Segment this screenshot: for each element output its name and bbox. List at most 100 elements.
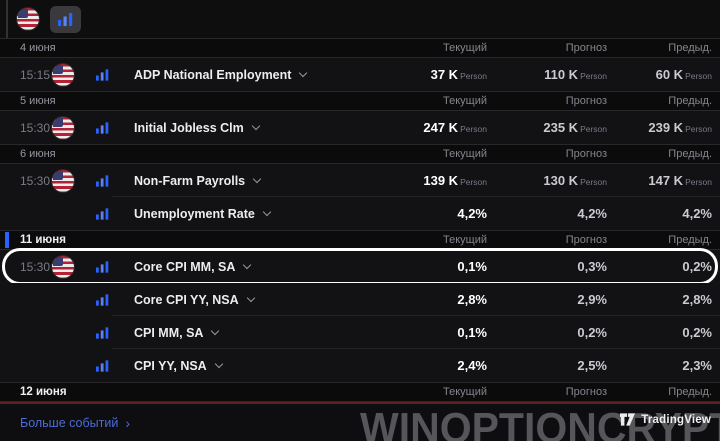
date-label: 11 июня: [20, 234, 66, 246]
value-forecast: 2,5%: [577, 358, 607, 373]
value-forecast: 0,2%: [577, 325, 607, 340]
column-current: Текущий: [443, 148, 487, 160]
column-current: Текущий: [443, 386, 487, 398]
date-header: 5 июня Текущий Прогноз Предыд.: [0, 91, 720, 111]
selected-date-accent: [5, 232, 9, 248]
us-flag-icon: [52, 116, 74, 139]
toolbar: [0, 0, 720, 38]
event-name: Non-Farm Payrolls: [134, 173, 246, 188]
value-current: 4,2%: [457, 206, 487, 221]
column-previous: Предыд.: [668, 386, 712, 398]
event-name: CPI MM, SA: [134, 325, 204, 340]
event-row-cpi-yy[interactable]: CPI YY, NSA 2,4% 2,5% 2,3%: [0, 348, 720, 382]
bar-chart-icon: [95, 359, 108, 372]
date-header: 6 июня Текущий Прогноз Предыд.: [0, 144, 720, 164]
event-row-unemployment[interactable]: Unemployment Rate 4,2% 4,2% 4,2%: [0, 196, 720, 230]
value-forecast: 2,9%: [577, 292, 607, 307]
column-current: Текущий: [443, 95, 487, 107]
column-current: Текущий: [443, 234, 487, 246]
column-previous: Предыд.: [668, 234, 712, 246]
value-forecast: 0,3%: [577, 259, 607, 274]
chart-mode-button[interactable]: [50, 5, 81, 33]
chevron-down-icon[interactable]: [246, 293, 255, 303]
bar-chart-icon: [95, 260, 108, 273]
value-previous: 147 K Person: [648, 173, 712, 188]
value-current: 2,8%: [457, 292, 487, 307]
event-name: Unemployment Rate: [134, 206, 255, 221]
column-current: Текущий: [443, 42, 487, 54]
chevron-down-icon[interactable]: [299, 68, 308, 78]
value-previous: 0,2%: [682, 325, 712, 340]
column-forecast: Прогноз: [565, 95, 607, 107]
chevron-down-icon[interactable]: [243, 260, 252, 270]
value-previous: 60 K Person: [655, 67, 712, 82]
value-forecast: 235 K Person: [543, 120, 607, 135]
value-previous: 2,3%: [682, 358, 712, 373]
value-current: 247 K Person: [423, 120, 487, 135]
red-divider: [0, 402, 720, 404]
event-time: 15:30: [20, 259, 51, 274]
value-previous: 4,2%: [682, 206, 712, 221]
value-previous: 2,8%: [682, 292, 712, 307]
date-label: 6 июня: [20, 148, 56, 160]
date-header: 4 июня Текущий Прогноз Предыд.: [0, 38, 720, 58]
event-time: 15:30: [20, 173, 51, 188]
value-forecast: 130 K Person: [543, 173, 607, 188]
column-forecast: Прогноз: [565, 386, 607, 398]
column-forecast: Прогноз: [565, 42, 607, 54]
chevron-down-icon[interactable]: [251, 121, 261, 131]
column-previous: Предыд.: [668, 148, 712, 160]
event-row-adp[interactable]: 15:15 ADP National Employment 37 K Person…: [0, 58, 720, 91]
bar-chart-icon: [95, 68, 108, 81]
value-current: 0,1%: [457, 259, 487, 274]
value-forecast: 4,2%: [577, 206, 607, 221]
chevron-right-icon: ›: [125, 414, 130, 431]
event-row-core-cpi-mm[interactable]: 15:30 Core CPI MM, SA 0,1% 0,3% 0,2%: [0, 248, 720, 285]
column-previous: Предыд.: [668, 42, 712, 54]
bar-chart-icon: [95, 121, 108, 134]
date-header-selected: 11 июня Текущий Прогноз Предыд.: [0, 230, 720, 250]
value-current: 37 K Person: [430, 67, 487, 82]
us-flag-icon: [52, 169, 74, 192]
event-time: 15:15: [20, 67, 51, 82]
more-events-link[interactable]: Больше событий ›: [20, 414, 130, 431]
us-flag-icon: [52, 255, 74, 278]
bar-chart-icon: [95, 293, 108, 306]
chevron-down-icon[interactable]: [262, 207, 272, 217]
value-forecast: 110 K Person: [544, 67, 607, 82]
date-header: 12 июня Текущий Прогноз Предыд.: [0, 382, 720, 402]
us-flag-filter-icon[interactable]: [17, 8, 39, 30]
event-row-nfp[interactable]: 15:30 Non-Farm Payrolls 139 K Person 130 …: [0, 164, 720, 197]
chevron-down-icon[interactable]: [252, 174, 262, 184]
chevron-down-icon[interactable]: [211, 326, 220, 336]
tradingview-logo-icon: [620, 413, 636, 426]
column-previous: Предыд.: [668, 95, 712, 107]
event-row-core-cpi-yy[interactable]: Core CPI YY, NSA 2,8% 2,9% 2,8%: [0, 283, 720, 316]
bar-chart-icon: [95, 326, 108, 339]
value-current: 0,1%: [457, 325, 487, 340]
us-flag-icon: [52, 63, 74, 86]
date-label: 5 июня: [20, 95, 56, 107]
date-label: 4 июня: [20, 42, 56, 54]
value-current: 139 K Person: [423, 173, 487, 188]
event-name: Core CPI YY, NSA: [134, 292, 239, 307]
footer: WINOPTIONCRYPTO.COM Больше событий › Tra…: [0, 404, 720, 441]
event-name: Core CPI MM, SA: [134, 259, 236, 274]
chevron-down-icon[interactable]: [214, 359, 223, 369]
event-row-cpi-mm[interactable]: CPI MM, SA 0,1% 0,2% 0,2%: [0, 315, 720, 349]
bar-chart-icon: [95, 174, 108, 187]
event-name: CPI YY, NSA: [134, 358, 207, 373]
bar-chart-icon: [95, 207, 108, 220]
bar-chart-icon: [58, 12, 73, 26]
watermark: WINOPTIONCRYPTO.COM: [360, 403, 720, 441]
event-row-jobless[interactable]: 15:30 Initial Jobless Clm 247 K Person 23…: [0, 111, 720, 144]
event-name: Initial Jobless Clm: [134, 120, 244, 135]
column-forecast: Прогноз: [565, 234, 607, 246]
event-time: 15:30: [20, 120, 51, 135]
column-forecast: Прогноз: [565, 148, 607, 160]
value-current: 2,4%: [457, 358, 487, 373]
value-previous: 239 K Person: [648, 120, 712, 135]
event-name: ADP National Employment: [134, 67, 292, 82]
tradingview-brand[interactable]: TradingView: [620, 413, 711, 426]
